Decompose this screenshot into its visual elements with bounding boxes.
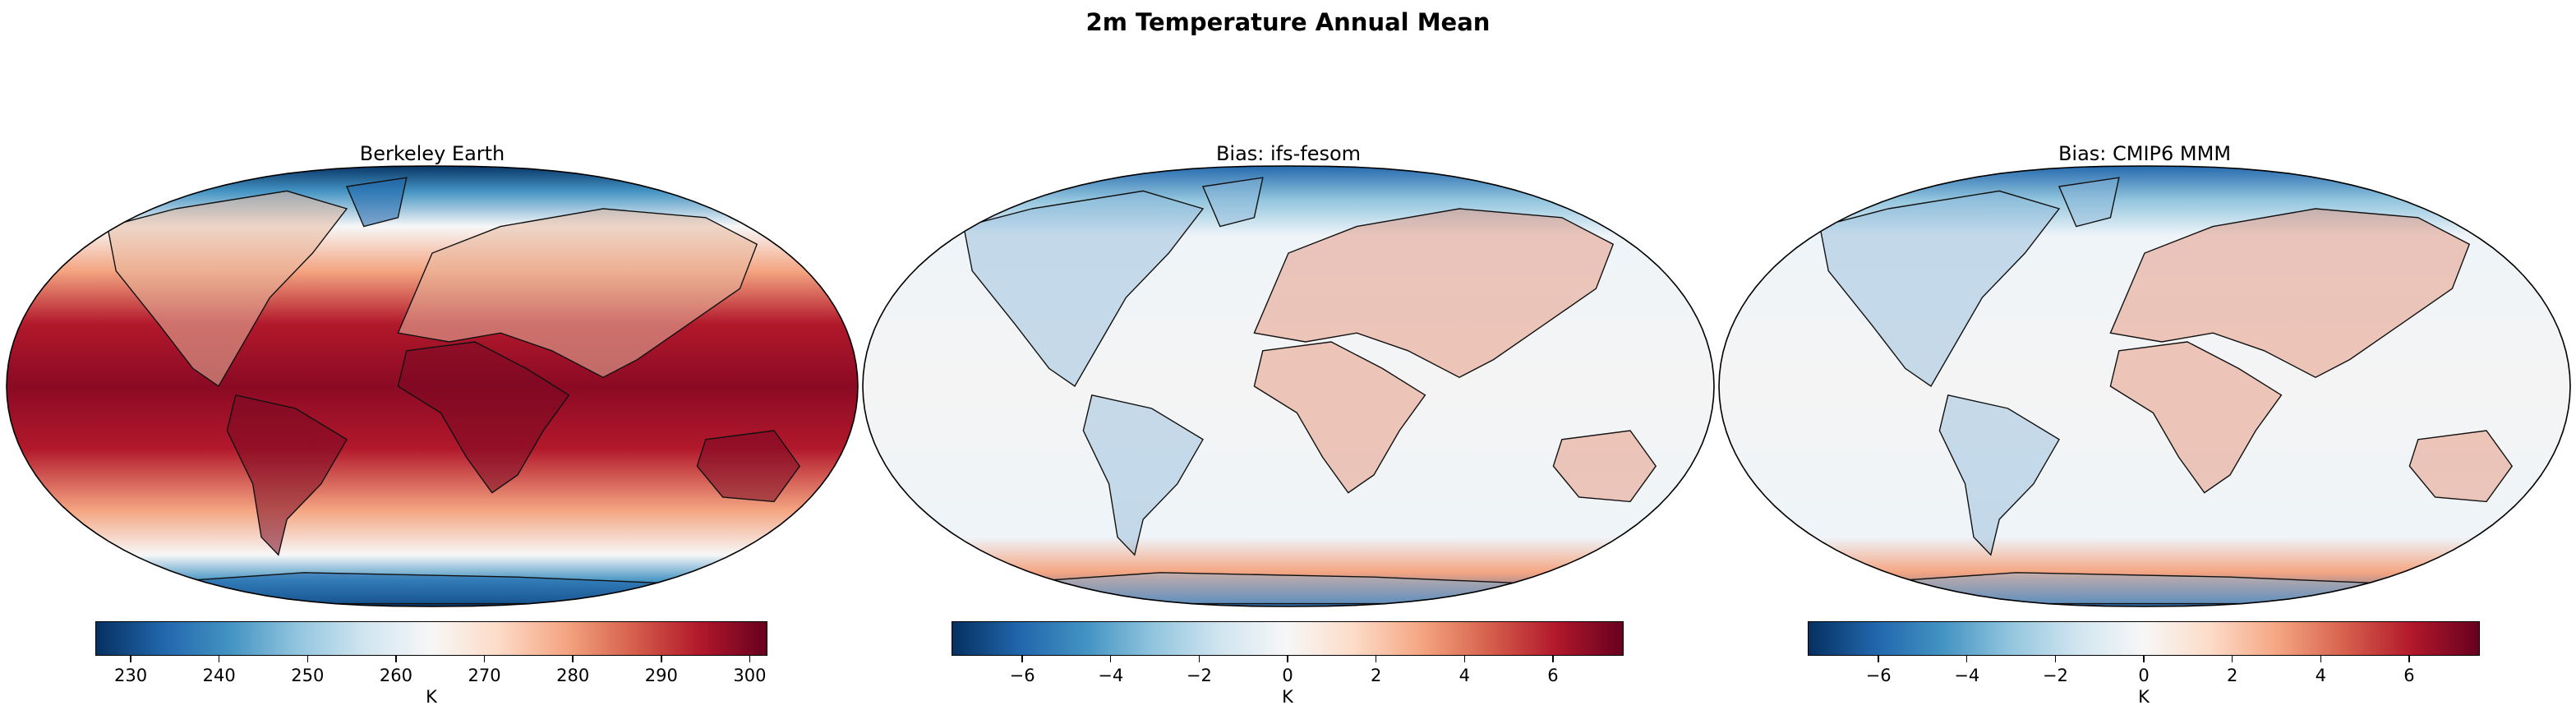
colorbar-label-ifs-fesom: K — [1282, 687, 1293, 707]
colorbar-cmip6 — [1808, 621, 2480, 656]
colorbar-tick-label: 6 — [1547, 666, 1559, 685]
colorbar-tick-label: 290 — [644, 666, 678, 685]
colorbar-tick — [395, 656, 397, 662]
colorbar-label-berkeley: K — [426, 687, 437, 707]
colorbar-tick — [483, 656, 486, 662]
colorbar-tick-label: −2 — [2042, 666, 2068, 685]
colorbar-tick-label: −4 — [1954, 666, 1980, 685]
colorbar-tick-label: 260 — [379, 666, 412, 685]
colorbar-berkeley — [95, 621, 767, 656]
colorbar-tick — [1198, 656, 1200, 662]
colorbar-tick — [572, 656, 574, 662]
colorbar-tick-label: −4 — [1098, 666, 1124, 685]
colorbar-tick-label: 0 — [2138, 666, 2150, 685]
colorbar-label-cmip6: K — [2138, 687, 2150, 707]
colorbar-tick-label: −6 — [1009, 666, 1035, 685]
panel-title-berkeley: Berkeley Earth — [359, 142, 505, 165]
colorbar-tick — [306, 656, 309, 662]
colorbar-tick — [2143, 656, 2145, 662]
colorbar-tick-label: 0 — [1282, 666, 1293, 685]
map-bias-ifs-fesom — [862, 165, 1715, 607]
colorbar-tick — [1287, 656, 1288, 662]
colorbar-tick — [1552, 656, 1554, 662]
colorbar-tick-label: 300 — [733, 666, 767, 685]
colorbar-tick — [2231, 656, 2233, 662]
colorbar-ifs-fesom — [952, 621, 1624, 656]
panel-title-ifs-fesom: Bias: ifs-fesom — [1215, 142, 1362, 165]
colorbar-tick — [218, 656, 220, 662]
colorbar-tick-label: 240 — [202, 666, 236, 685]
colorbar-tick — [130, 656, 131, 662]
colorbar-tick — [661, 656, 662, 662]
colorbar-tick-label: 4 — [2315, 666, 2326, 685]
colorbar-tick-label: 4 — [1459, 666, 1470, 685]
panel-title-cmip6: Bias: CMIP6 MMM — [2058, 142, 2232, 165]
colorbar-tick-label: 2 — [1370, 666, 1382, 685]
colorbar-tick-label: −6 — [1865, 666, 1892, 685]
colorbar-tick-label: 280 — [556, 666, 590, 685]
colorbar-tick — [1965, 656, 1968, 662]
colorbar-tick-label: 270 — [468, 666, 501, 685]
colorbar-tick — [749, 656, 751, 662]
colorbar-tick — [1878, 656, 1879, 662]
colorbar-tick — [1021, 656, 1023, 662]
map-berkeley-earth — [6, 165, 859, 607]
colorbar-tick-label: 6 — [2403, 666, 2415, 685]
colorbar-tick — [1463, 656, 1465, 662]
colorbar-tick-label: 230 — [114, 666, 148, 685]
colorbar-tick — [1109, 656, 1112, 662]
colorbar-tick-label: −2 — [1186, 666, 1212, 685]
colorbar-tick — [2054, 656, 2057, 662]
colorbar-tick — [2320, 656, 2321, 662]
colorbar-tick-label: 250 — [291, 666, 325, 685]
colorbar-tick — [2408, 656, 2410, 662]
figure-title: 2m Temperature Annual Mean — [1085, 8, 1491, 36]
colorbar-tick-label: 2 — [2226, 666, 2238, 685]
colorbar-tick — [1375, 656, 1377, 662]
map-bias-cmip6-mmm — [1718, 165, 2571, 607]
